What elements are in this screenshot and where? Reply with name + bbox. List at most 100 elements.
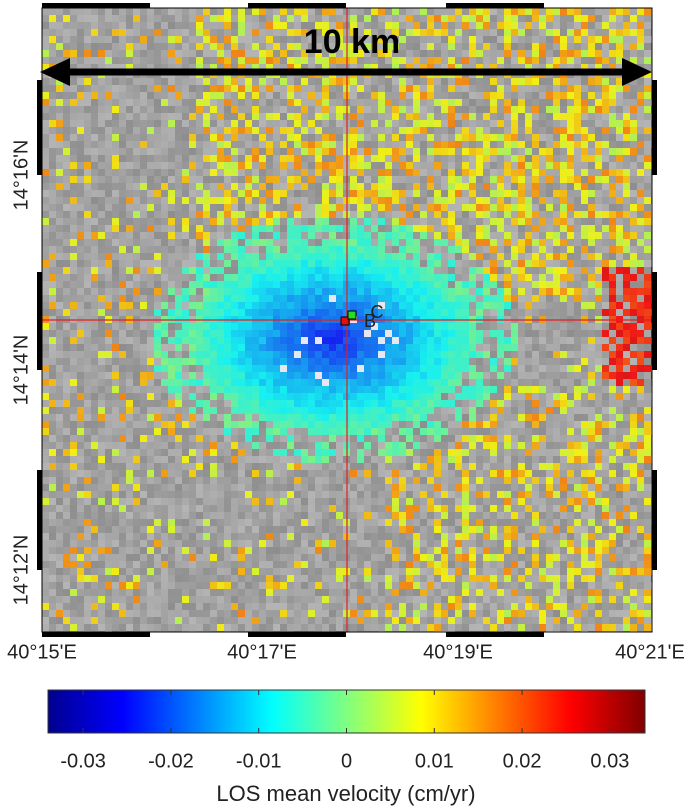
raster-pixel [364, 106, 371, 113]
raster-pixel [112, 225, 119, 232]
raster-pixel [644, 274, 651, 281]
raster-pixel [420, 92, 427, 99]
raster-pixel [553, 337, 560, 344]
raster-pixel [203, 239, 210, 246]
raster-pixel [574, 393, 581, 400]
raster-pixel [385, 246, 392, 253]
raster-pixel [364, 197, 371, 204]
raster-pixel [119, 120, 126, 127]
raster-pixel [406, 36, 413, 43]
raster-pixel [588, 155, 595, 162]
raster-pixel [49, 134, 56, 141]
raster-pixel [238, 225, 245, 232]
raster-pixel [476, 260, 483, 267]
raster-pixel [406, 155, 413, 162]
raster-pixel [448, 134, 455, 141]
raster-pixel [224, 57, 231, 64]
raster-pixel [483, 92, 490, 99]
raster-pixel [105, 99, 112, 106]
raster-pixel [133, 78, 140, 85]
raster-pixel [70, 155, 77, 162]
raster-pixel [560, 169, 567, 176]
raster-pixel [518, 15, 525, 22]
raster-pixel [140, 323, 147, 330]
raster-pixel [574, 253, 581, 260]
raster-pixel [609, 309, 616, 316]
raster-pixel [203, 29, 210, 36]
raster-pixel [350, 274, 357, 281]
raster-pixel [161, 92, 168, 99]
raster-pixel [196, 218, 203, 225]
raster-pixel [175, 218, 182, 225]
raster-pixel [378, 8, 385, 15]
raster-pixel [392, 365, 399, 372]
raster-pixel [623, 85, 630, 92]
raster-pixel [84, 400, 91, 407]
raster-pixel [133, 92, 140, 99]
raster-pixel [567, 113, 574, 120]
raster-pixel [147, 232, 154, 239]
raster-pixel [532, 78, 539, 85]
raster-pixel [42, 127, 49, 134]
raster-pixel [504, 330, 511, 337]
raster-pixel [126, 358, 133, 365]
raster-pixel [105, 288, 112, 295]
raster-pixel [385, 85, 392, 92]
raster-pixel [294, 99, 301, 106]
raster-pixel [539, 99, 546, 106]
raster-pixel [140, 337, 147, 344]
raster-pixel [616, 78, 623, 85]
raster-pixel [623, 281, 630, 288]
raster-pixel [196, 78, 203, 85]
raster-pixel [469, 386, 476, 393]
raster-pixel [126, 351, 133, 358]
raster-pixel [168, 78, 175, 85]
raster-pixel [462, 169, 469, 176]
raster-pixel [350, 288, 357, 295]
raster-pixel [105, 85, 112, 92]
raster-pixel [546, 99, 553, 106]
raster-pixel [441, 365, 448, 372]
raster-pixel [371, 288, 378, 295]
raster-pixel [287, 50, 294, 57]
raster-pixel [273, 183, 280, 190]
raster-pixel [385, 274, 392, 281]
raster-pixel [581, 218, 588, 225]
raster-pixel [154, 309, 161, 316]
raster-pixel [105, 211, 112, 218]
raster-pixel [259, 176, 266, 183]
raster-pixel [77, 344, 84, 351]
raster-pixel [42, 232, 49, 239]
raster-pixel [56, 162, 63, 169]
raster-pixel [532, 22, 539, 29]
raster-pixel [560, 127, 567, 134]
raster-pixel [168, 365, 175, 372]
raster-pixel [259, 330, 266, 337]
raster-pixel [623, 120, 630, 127]
raster-pixel [504, 197, 511, 204]
raster-pixel [175, 274, 182, 281]
raster-pixel [483, 400, 490, 407]
raster-pixel [91, 127, 98, 134]
raster-pixel [147, 393, 154, 400]
raster-pixel [175, 400, 182, 407]
raster-pixel [287, 253, 294, 260]
raster-pixel [266, 176, 273, 183]
raster-pixel [77, 379, 84, 386]
raster-pixel [441, 50, 448, 57]
raster-pixel [504, 225, 511, 232]
raster-pixel [301, 288, 308, 295]
raster-pixel [105, 183, 112, 190]
raster-pixel [196, 267, 203, 274]
raster-pixel [644, 386, 651, 393]
raster-pixel [266, 169, 273, 176]
raster-pixel [497, 169, 504, 176]
raster-pixel [161, 176, 168, 183]
raster-pixel [413, 330, 420, 337]
raster-pixel [224, 169, 231, 176]
raster-pixel [301, 176, 308, 183]
raster-pixel [91, 106, 98, 113]
raster-pixel [497, 288, 504, 295]
raster-pixel [595, 260, 602, 267]
raster-pixel [315, 78, 322, 85]
